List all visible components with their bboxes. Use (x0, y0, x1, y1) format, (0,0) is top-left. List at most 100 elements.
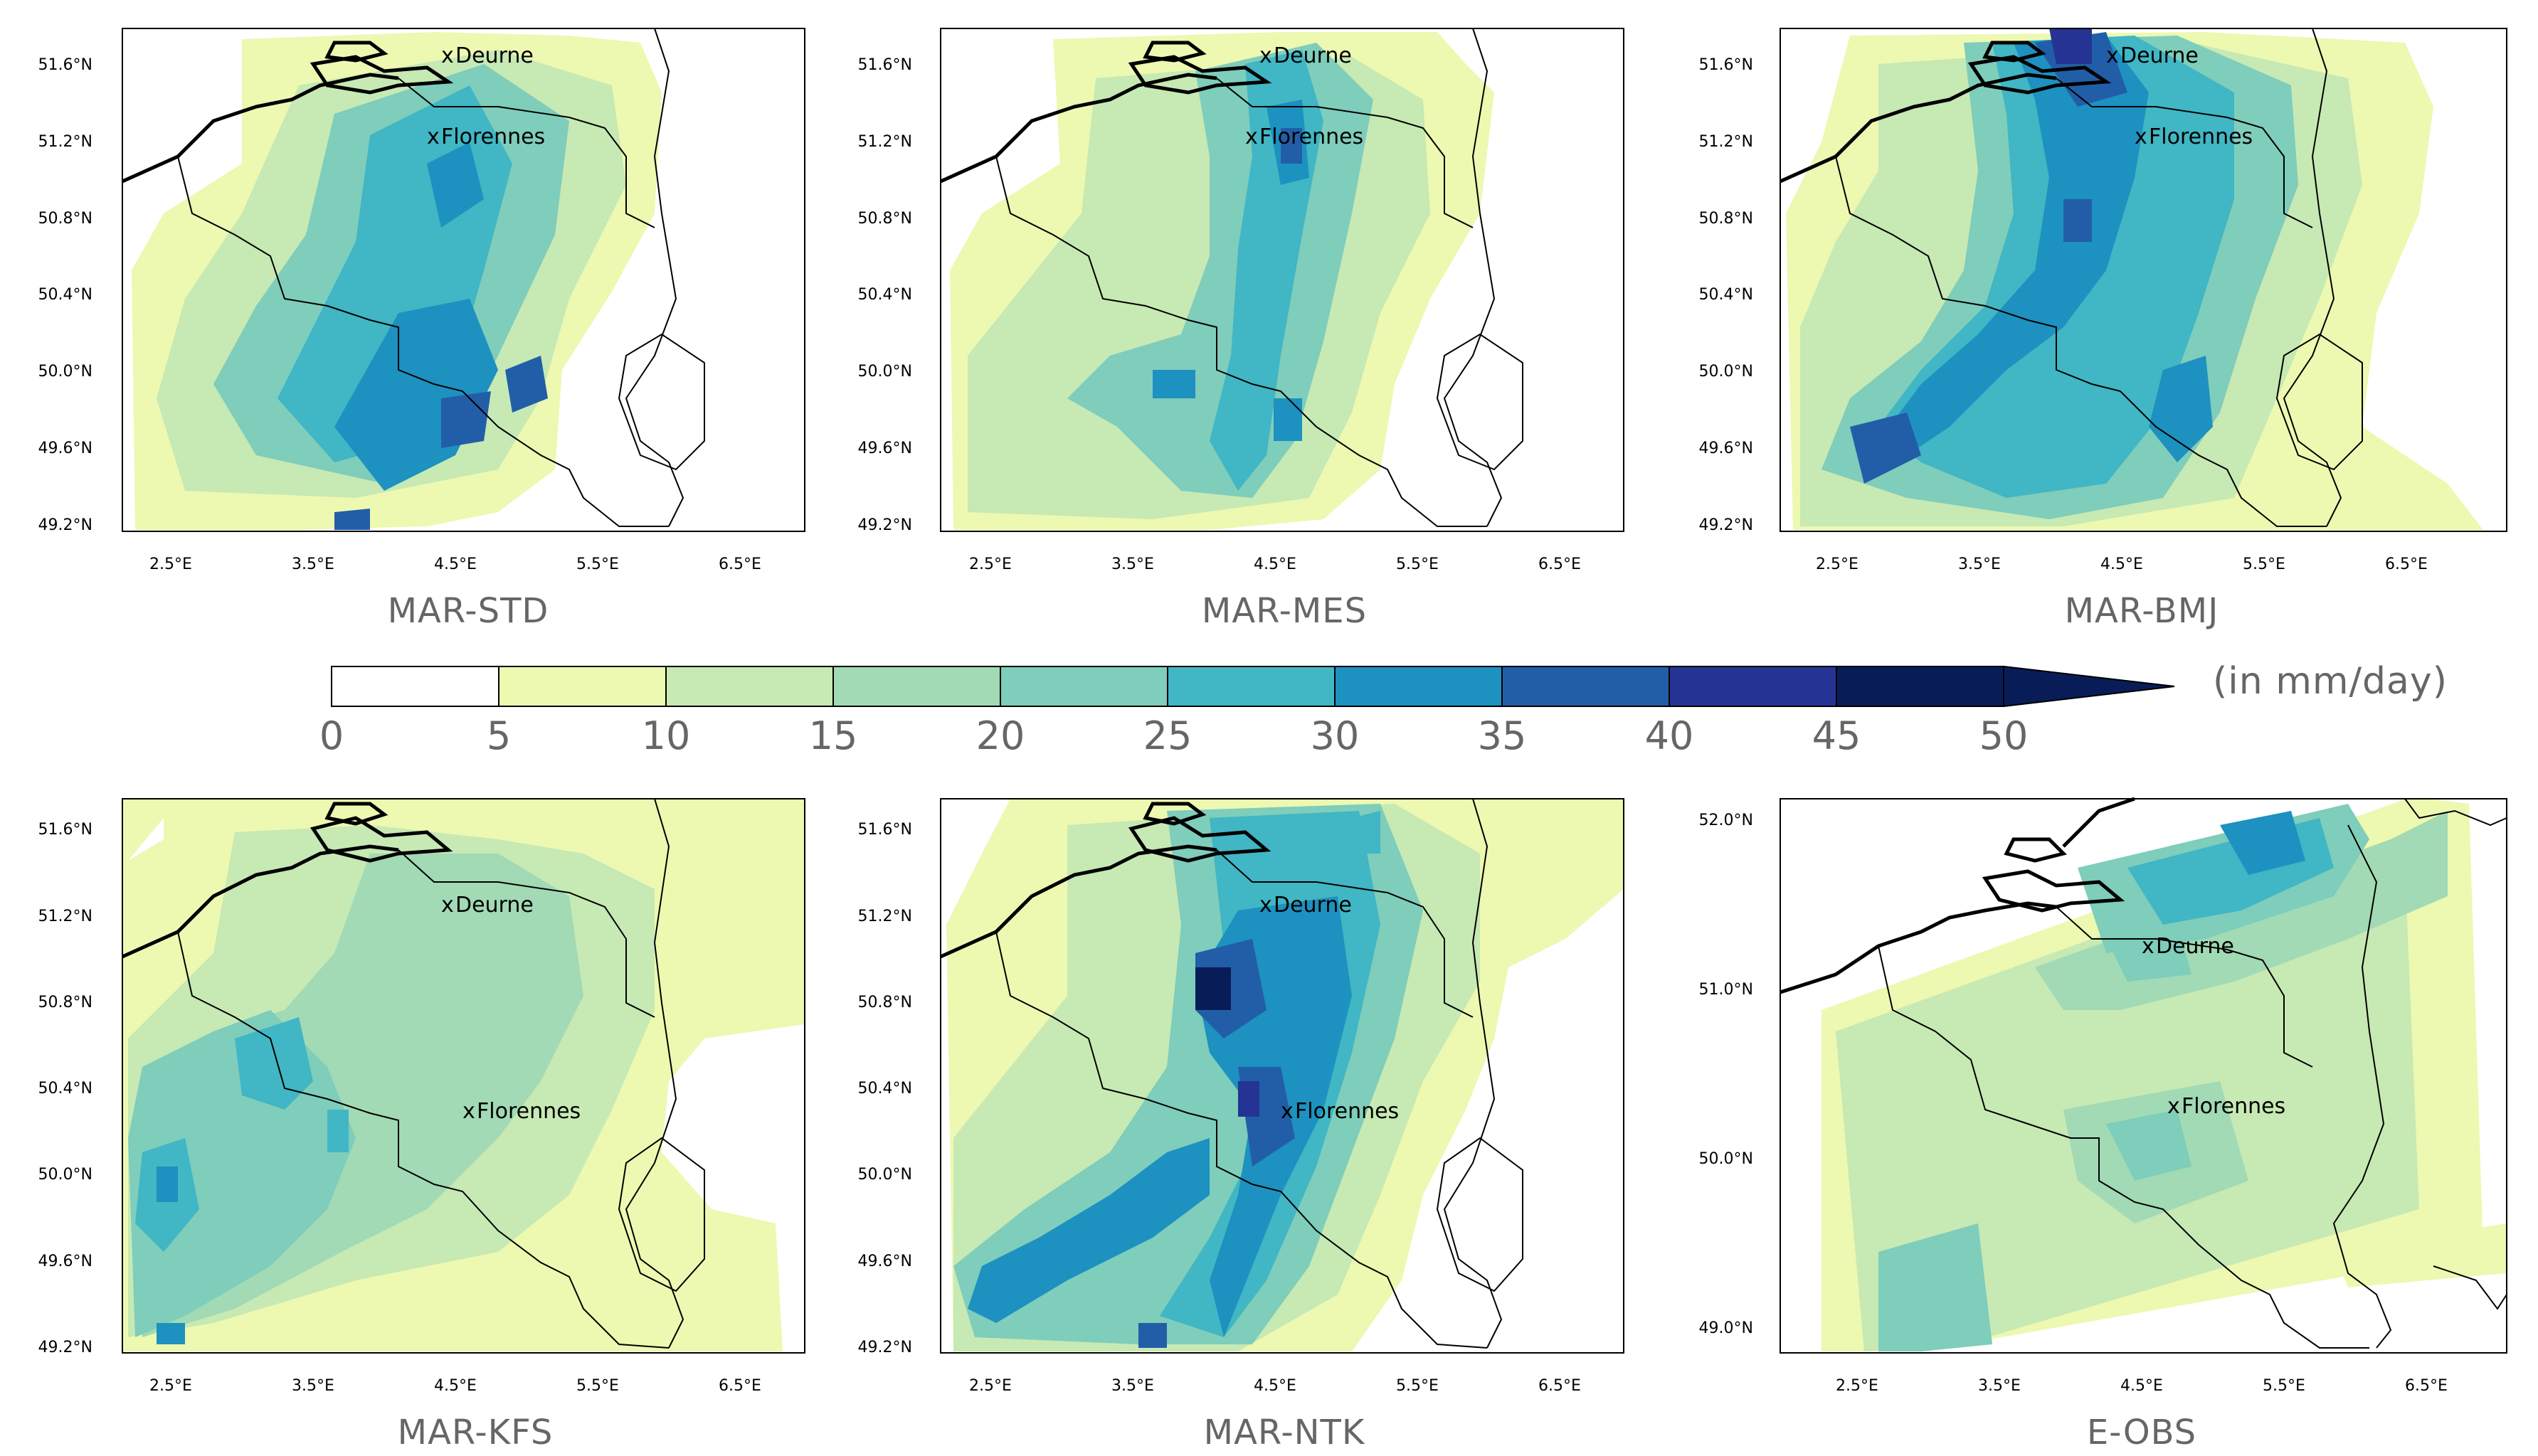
lat-tick: 51.6°N (1699, 56, 1753, 74)
lat-tick: 49.6°N (858, 440, 912, 457)
colorbar-tick-label: 15 (809, 713, 858, 758)
site-florennes-marker: x (1245, 124, 1258, 149)
site-markers: x Deurne x Florennes (2142, 934, 2285, 1119)
lon-tick: 2.5°E (969, 1377, 1012, 1395)
precip-field (122, 799, 805, 1353)
lon-tick: 4.5°E (1254, 556, 1296, 573)
colorbar-extend-arrow (2003, 665, 2175, 708)
map-frame (122, 28, 805, 532)
lon-tick: 6.5°E (719, 1377, 761, 1395)
lat-tick: 51.2°N (38, 908, 92, 925)
lon-tick: 3.5°E (1978, 1377, 2021, 1395)
colorbar-cell (1836, 666, 2004, 707)
coastline (939, 41, 1272, 184)
lat-tick-labels: 51.6°N 51.2°N 50.8°N 50.4°N 50.0°N 49.6°… (38, 56, 92, 534)
precip-field (941, 28, 1624, 531)
colorbar-cell (1669, 666, 1837, 707)
colorbar-tick-label: 25 (1143, 713, 1193, 758)
map-panel-mar-std: Florennes x Deurne x 51.6°N 51.2°N 50.8°… (38, 28, 805, 631)
lat-tick: 50.8°N (1699, 210, 1753, 228)
lon-tick: 3.5°E (292, 556, 334, 573)
lon-tick: 3.5°E (1111, 556, 1154, 573)
colorbar-cell (832, 666, 1001, 707)
colorbar-tick-label: 45 (1812, 713, 1861, 758)
site-florennes-label: Florennes (2149, 124, 2253, 149)
lat-tick: 49.2°N (38, 1339, 92, 1356)
lat-tick: 50.4°N (858, 1080, 912, 1098)
lat-tick: 50.0°N (858, 1166, 912, 1184)
site-deurne-label: Deurne (2120, 43, 2199, 68)
site-deurne-marker: x (441, 43, 454, 68)
colorbar-tick-label: 40 (1645, 713, 1694, 758)
lon-tick-labels: 2.5°E 3.5°E 4.5°E 5.5°E 6.5°E (149, 1377, 761, 1395)
lon-tick: 4.5°E (434, 1377, 477, 1395)
lat-tick: 50.0°N (38, 1166, 92, 1184)
national-borders (995, 28, 1523, 527)
lon-tick: 6.5°E (2405, 1377, 2448, 1395)
lon-tick: 5.5°E (1396, 556, 1439, 573)
lon-tick: 6.5°E (719, 556, 761, 573)
lon-tick: 5.5°E (2243, 556, 2285, 573)
colorbar-cell (1501, 666, 1670, 707)
coastline (121, 802, 453, 959)
site-deurne-marker: x (2142, 934, 2154, 959)
map-panel-mar-mes: x Deurne x Florennes 51.6°N 51.2°N 50.8°… (858, 28, 1624, 631)
national-borders (1878, 798, 2507, 1349)
site-deurne-marker: x (1259, 893, 1272, 918)
panel-title: MAR-MES (1202, 591, 1367, 631)
map-panel-mar-ntk: x Deurne x Florennes 51.6°N 51.2°N 50.8°… (858, 798, 1624, 1452)
coastline (1779, 41, 2112, 184)
lat-tick: 51.6°N (858, 821, 912, 839)
lat-tick: 49.6°N (38, 1253, 92, 1270)
site-florennes-label: Florennes (441, 124, 545, 149)
precip-field (1780, 799, 2507, 1353)
colorbar-cells (331, 666, 2004, 707)
colorbar-cell (1167, 666, 1336, 707)
precip-field (1780, 28, 2507, 531)
national-borders (995, 798, 1523, 1349)
colorbar: 0 5 10 15 20 25 30 35 40 45 50 (in mm/day) (319, 660, 2447, 758)
lat-tick: 51.2°N (38, 133, 92, 151)
precip-field (122, 28, 805, 531)
lat-tick: 49.2°N (1699, 516, 1753, 534)
lat-tick: 50.0°N (1699, 1150, 1753, 1168)
lon-tick-labels: 2.5°E 3.5°E 4.5°E 5.5°E 6.5°E (1836, 1377, 2448, 1395)
site-florennes-marker: x (1281, 1099, 1294, 1124)
lon-tick: 4.5°E (434, 556, 477, 573)
site-florennes-marker: x (427, 124, 440, 149)
site-florennes-label: Florennes (1295, 1099, 1399, 1124)
lat-tick: 49.2°N (858, 1339, 912, 1356)
panel-title: MAR-BMJ (2065, 591, 2219, 631)
colorbar-tick-label: 35 (1478, 713, 1527, 758)
map-panel-mar-kfs: x Deurne x Florennes 51.6°N 51.2°N 50.8°… (38, 798, 805, 1452)
lat-tick: 50.4°N (1699, 286, 1753, 304)
lat-tick: 49.2°N (858, 516, 912, 534)
panel-title: E-OBS (2087, 1413, 2196, 1452)
site-florennes-label: Florennes (1259, 124, 1363, 149)
lat-tick: 50.4°N (38, 1080, 92, 1098)
lat-tick: 51.2°N (858, 133, 912, 151)
lon-tick: 3.5°E (1958, 556, 2001, 573)
site-markers: x Deurne x Florennes (1245, 43, 1363, 149)
site-florennes-marker: x (2167, 1094, 2180, 1119)
map-frame (940, 798, 1624, 1354)
site-markers: x Deurne x Florennes (441, 893, 581, 1124)
national-borders (1835, 28, 2363, 527)
colorbar-cell (331, 666, 499, 707)
site-florennes-marker: x (2135, 124, 2147, 149)
map-frame (1780, 28, 2507, 532)
colorbar-tick-label: 30 (1311, 713, 1360, 758)
site-deurne-label: Deurne (2156, 934, 2234, 959)
map-frame (940, 28, 1624, 532)
lat-tick: 49.6°N (858, 1253, 912, 1270)
colorbar-tick-label: 10 (642, 713, 691, 758)
site-deurne-label: Deurne (455, 43, 534, 68)
colorbar-tick-label: 5 (487, 713, 511, 758)
lon-tick: 4.5°E (2100, 556, 2143, 573)
lat-tick: 51.6°N (38, 821, 92, 839)
lon-tick: 4.5°E (2120, 1377, 2163, 1395)
precip-field (941, 799, 1624, 1353)
lat-tick: 51.2°N (1699, 133, 1753, 151)
lon-tick: 2.5°E (1816, 556, 1858, 573)
lon-tick: 6.5°E (1538, 1377, 1581, 1395)
